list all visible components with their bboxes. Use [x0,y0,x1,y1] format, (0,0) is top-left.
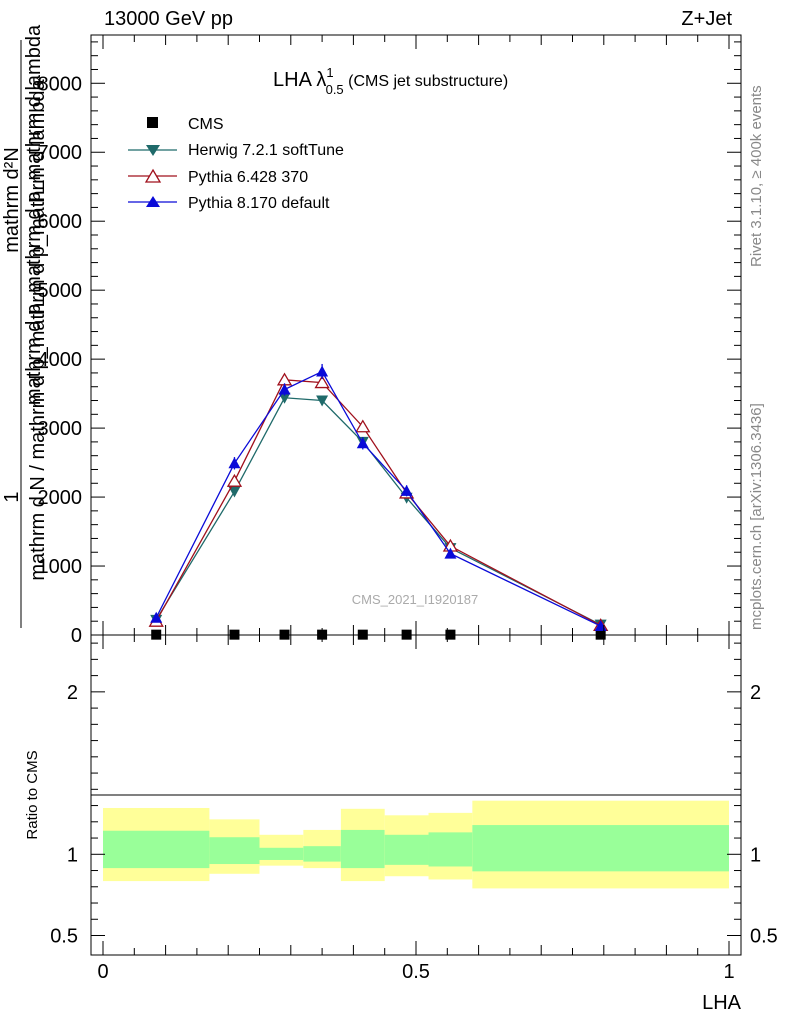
main-ytick-label-4: 4000 [38,349,83,371]
ratio-ytick-label-left-1: 1 [67,844,78,866]
marker-pythia6-3 [314,375,330,389]
legend-marker-pythia8 [146,196,160,207]
marker-herwig-3 [316,395,329,407]
main-ytick-label-3: 3000 [38,418,83,440]
main-ylabel-frac-den: mathrm d p_mathrm d p_mathrm d lambda [23,24,45,405]
axis-ticks: 0 1000 2000 3000 4000 5000 6000 7000 8000 0 0.5 1 0.… [38,35,778,983]
main-ylabel-den: mathrm d N / mathrm d p_mathrm d p_mathr… [27,78,49,580]
marker-herwig-1 [228,486,241,498]
ratio-ytick-label-right-0: 0.5 [750,926,778,948]
main-ylabel: 1 mathrm d²N mathrm d N / mathrm d p_mat… [1,24,49,628]
marker-pythia6-1 [226,473,243,487]
main-ytick-label-1: 1000 [38,556,83,578]
ratio-bands [103,800,729,889]
legend-label-cms: CMS [188,116,224,133]
marker-pythia8-1 [228,457,241,469]
xtick-label-1: 0.5 [402,961,430,983]
ratio-band-inner-5 [384,834,429,865]
header-left: 13000 GeV pp [104,8,233,30]
ratio-band-inner-2 [259,847,304,860]
ratio-band-inner-3 [303,846,341,862]
ratio-band-inner-7 [472,825,729,872]
main-ytick-label-6: 6000 [38,211,83,233]
analysis-watermark: CMS_2021_I1920187 [352,592,479,607]
marker-pythia8-2 [278,383,291,395]
ratio-ytick-label-left-0: 0.5 [50,926,78,948]
ratio-band-inner-1 [209,837,260,865]
xtick-label-0: 0 [97,961,108,983]
legend-marker-pythia6 [144,168,162,183]
marker-pythia6-4 [355,419,371,433]
marker-herwig-2 [278,392,291,404]
main-ytick-label-8: 8000 [38,73,83,95]
main-ytick-label-2: 2000 [38,487,83,509]
main-ytick-label-0: 0 [71,625,82,647]
ratio-ytick-label-right-1: 1 [750,844,761,866]
main-ytick-label-7: 7000 [38,142,83,164]
xtick-label-2: 1 [723,961,734,983]
series-line-pythia6 [155,379,601,626]
marker-pythia8-3 [316,365,329,377]
legend-label-herwig: Herwig 7.2.1 softTune [188,142,344,159]
marker-pythia8-5 [400,484,413,496]
marker-pythia8-4 [356,437,369,449]
main-ylabel-frac-num: mathrm d²N [1,147,23,253]
main-ytick-label-5: 5000 [38,280,83,302]
legend: CMS Herwig 7.2.1 softTune Pythia 6.428 3… [128,116,344,212]
marker-pythia8-0 [150,611,163,623]
ratio-band-inner-6 [428,832,473,867]
ratio-band-inner-0 [103,830,210,869]
main-ylabel-num: 1 [1,491,23,502]
main-title: LHA λ1 0.5 (CMS jet substructure) [273,65,508,97]
legend-marker-cms [147,117,158,128]
marker-pythia6-2 [276,372,293,386]
header-right: Z+Jet [681,8,732,30]
ratio-band-inner-4 [340,829,385,869]
xlabel: LHA [702,992,742,1014]
legend-label-pythia8: Pythia 8.170 default [188,195,330,212]
ratio-ylabel: Ratio to CMS [24,750,41,839]
ratio-ytick-label-left-2: 2 [67,682,78,704]
series-line-herwig [155,397,601,626]
legend-label-pythia6: Pythia 6.428 370 [188,169,308,186]
legend-marker-herwig [146,145,160,156]
ratio-ytick-label-right-2: 2 [750,682,761,704]
marker-pythia8-6 [444,547,457,559]
series-line-pythia8 [155,370,601,627]
